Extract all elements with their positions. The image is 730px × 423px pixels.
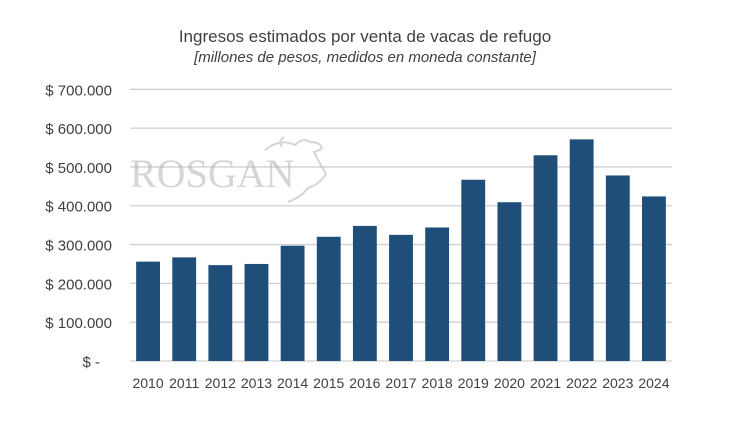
bar-2016: [352, 225, 377, 361]
x-tick-label: 2011: [169, 375, 199, 391]
bar-2021: [533, 155, 558, 361]
bar-2013: [244, 263, 269, 361]
x-tick-label: 2024: [638, 375, 669, 391]
chart-subtitle: [millones de pesos, medidos en moneda co…: [193, 49, 537, 66]
x-tick-label: 2020: [494, 375, 525, 391]
bar-2012: [208, 265, 233, 361]
x-tick-label: 2016: [349, 375, 380, 391]
bar-2010: [136, 261, 160, 361]
y-tick-label: $ 500.000: [45, 160, 112, 177]
bar-2022: [569, 139, 594, 361]
bar-2018: [425, 227, 450, 361]
x-tick-label: 2017: [385, 375, 416, 391]
x-tick-label: 2010: [132, 375, 163, 391]
y-tick-label: $ 200.000: [45, 276, 112, 293]
bar-2019: [461, 179, 486, 361]
y-tick-label: $ 600.000: [45, 121, 112, 138]
x-tick-label: 2021: [530, 375, 561, 391]
y-tick-label: $ -: [82, 354, 100, 371]
bar-2011: [172, 257, 197, 361]
y-tick-label: $ 300.000: [45, 238, 112, 255]
x-tick-label: 2022: [566, 375, 597, 391]
rosgan-logo-watermark: ROSGAN: [130, 136, 328, 203]
svg-text:ROSGAN: ROSGAN: [130, 151, 294, 196]
y-tick-label: $ 400.000: [45, 199, 112, 216]
x-tick-label: 2015: [313, 375, 344, 391]
bar-2015: [316, 236, 341, 361]
bar-2014: [280, 245, 305, 361]
x-tick-label: 2013: [241, 375, 272, 391]
x-tick-label: 2018: [422, 375, 453, 391]
x-tick-label: 2023: [602, 375, 633, 391]
bar-2023: [605, 175, 630, 361]
bar-2017: [389, 234, 413, 361]
bar-2020: [497, 202, 522, 361]
y-tick-label: $ 100.000: [45, 315, 112, 332]
x-tick-label: 2019: [458, 375, 489, 391]
x-tick-label: 2012: [205, 375, 236, 391]
bar-2024: [642, 196, 666, 361]
chart-title: Ingresos estimados por venta de vacas de…: [179, 27, 551, 46]
x-tick-label: 2014: [277, 375, 308, 391]
y-tick-label: $ 700.000: [45, 82, 112, 99]
